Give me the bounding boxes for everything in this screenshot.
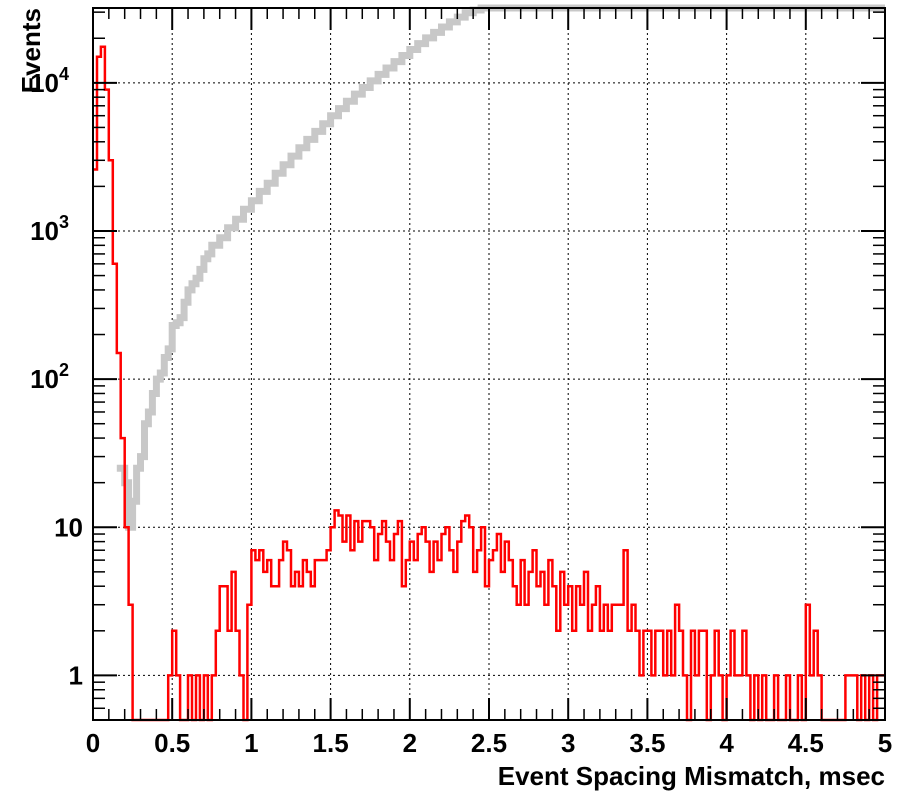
x-tick-label: 1.5 (313, 728, 349, 758)
series-layer (93, 4, 885, 722)
x-tick-label: 1 (244, 728, 258, 758)
x-tick-label: 2.5 (471, 728, 507, 758)
y-tick-label: 102 (30, 360, 69, 394)
x-tick-label: 3 (561, 728, 575, 758)
x-tick-label: 2 (403, 728, 417, 758)
y-tick-label: 103 (30, 212, 69, 246)
x-tick-labels: 0 0.5 1 1.5 2 2.5 3 3.5 4 4.5 5 (86, 728, 892, 758)
y-tick-label: 1 (69, 660, 83, 690)
x-axis-title: Event Spacing Mismatch, msec (498, 761, 885, 791)
x-tick-label: 5 (878, 728, 892, 758)
series-line-2 (93, 45, 885, 722)
y-axis-title: Events (16, 8, 46, 93)
x-tick-label: 0 (86, 728, 100, 758)
x-tick-label: 0.5 (154, 728, 190, 758)
x-tick-label: 3.5 (629, 728, 665, 758)
grid-lines (93, 8, 885, 720)
series-line-1 (116, 4, 885, 531)
x-tick-label: 4.5 (788, 728, 824, 758)
x-tick-label: 4 (719, 728, 734, 758)
axis-ticks (92, 8, 886, 721)
y-tick-label: 10 (54, 512, 83, 542)
